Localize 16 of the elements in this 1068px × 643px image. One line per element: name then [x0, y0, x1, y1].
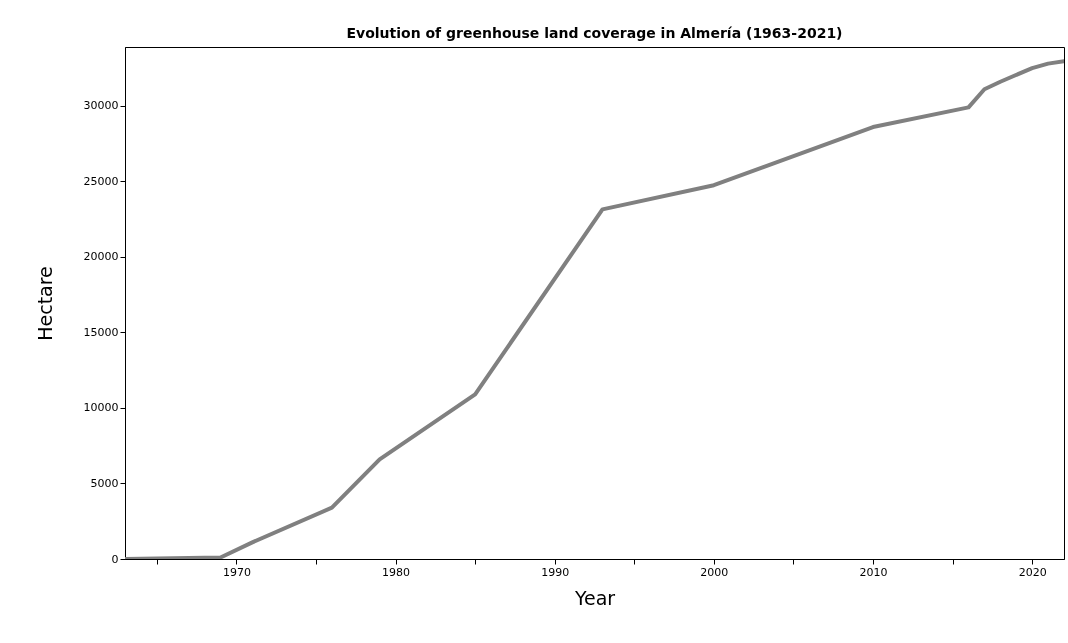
x-tick-label: 2010 [859, 565, 888, 579]
y-tick-label: 10000 [83, 401, 119, 415]
x-tick-label: 2020 [1018, 565, 1047, 579]
y-tick-label: 0 [111, 552, 119, 566]
x-tick-label: 1970 [222, 565, 251, 579]
x-tick-label: 1990 [541, 565, 570, 579]
x-tick-label: 1980 [382, 565, 411, 579]
y-axis-title: Hectare [33, 266, 56, 341]
y-tick-label: 25000 [83, 174, 119, 188]
chart-title: Evolution of greenhouse land coverage in Almería (1963-2021) [346, 25, 843, 41]
y-tick-label: 20000 [83, 250, 119, 264]
y-tick-label: 30000 [83, 99, 119, 113]
x-axis-title: Year [573, 586, 616, 609]
y-tick-label: 5000 [90, 476, 119, 490]
y-tick-label: 15000 [83, 325, 119, 339]
x-tick-label: 2000 [700, 565, 729, 579]
